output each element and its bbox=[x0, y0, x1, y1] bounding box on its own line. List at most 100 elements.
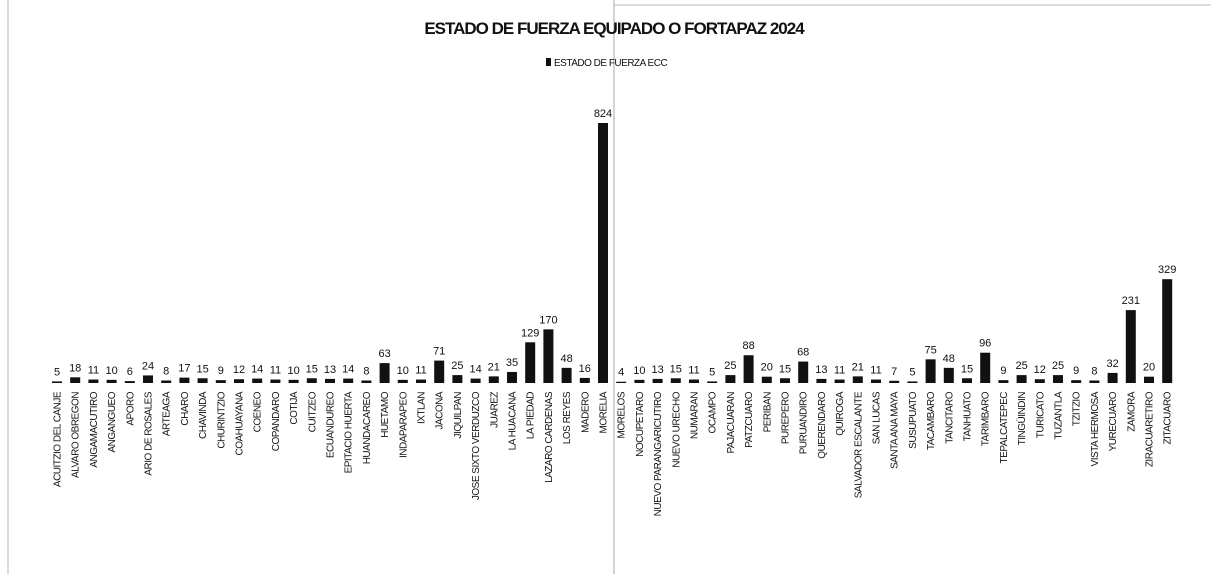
bar bbox=[488, 376, 499, 383]
data-label: 9 bbox=[1000, 365, 1006, 377]
data-label: 10 bbox=[287, 365, 299, 377]
data-label: 25 bbox=[1052, 360, 1064, 372]
bar bbox=[197, 378, 208, 383]
x-tick-label: PATZCUARO bbox=[744, 391, 755, 447]
x-tick-label: PUREPERO bbox=[781, 391, 792, 444]
bar bbox=[634, 379, 645, 383]
data-label: 13 bbox=[324, 364, 336, 376]
bar bbox=[1144, 376, 1154, 383]
x-tick-label: YURECUARO bbox=[1108, 391, 1119, 451]
data-label: 68 bbox=[797, 347, 809, 359]
x-tick-label: COPANDARO bbox=[271, 391, 282, 451]
x-tick-label: JIQUILPAN bbox=[453, 392, 464, 439]
data-label: 12 bbox=[233, 364, 245, 376]
bar bbox=[88, 379, 99, 383]
data-label: 8 bbox=[163, 365, 169, 377]
x-tick-label: TEPALCATEPEC bbox=[999, 392, 1010, 464]
bar bbox=[270, 379, 281, 383]
x-tick-label: TZITZIO bbox=[1072, 391, 1083, 426]
x-tick-label: SALVADOR ESCALANTE bbox=[853, 391, 864, 498]
data-label: 9 bbox=[218, 365, 224, 377]
bar bbox=[998, 380, 1009, 383]
bar bbox=[798, 361, 809, 383]
bar bbox=[1162, 279, 1173, 383]
data-label: 88 bbox=[742, 340, 754, 352]
x-tick-label: ANGAMACUTIRO bbox=[89, 391, 100, 467]
x-tick-label: TUZANTLA bbox=[1054, 391, 1065, 440]
bar bbox=[598, 123, 608, 383]
bar bbox=[525, 342, 536, 383]
legend-swatch bbox=[546, 58, 551, 66]
data-label: 824 bbox=[594, 108, 612, 120]
bar bbox=[507, 371, 517, 383]
x-tick-label: ANGANGUEO bbox=[107, 391, 118, 452]
x-tick-label: TINGÜINDIN bbox=[1016, 392, 1028, 446]
x-tick-label: ARIO DE ROSALES bbox=[144, 391, 155, 475]
data-label: 12 bbox=[1034, 364, 1046, 376]
bar bbox=[1016, 375, 1027, 383]
data-label: 13 bbox=[651, 364, 663, 376]
data-label: 8 bbox=[1091, 365, 1097, 377]
data-label: 11 bbox=[870, 365, 881, 377]
bar bbox=[816, 378, 827, 383]
data-label: 18 bbox=[69, 362, 81, 374]
x-tick-label: PAJACUARAN bbox=[726, 392, 737, 454]
data-label: 4 bbox=[618, 367, 624, 379]
bar bbox=[215, 380, 226, 383]
x-tick-label: PURUANDIRO bbox=[799, 391, 810, 454]
x-tick-label: MADERO bbox=[580, 391, 591, 433]
bar bbox=[1107, 372, 1118, 383]
x-tick-label: CHARO bbox=[180, 391, 191, 425]
bar bbox=[143, 375, 153, 383]
bar bbox=[306, 378, 317, 383]
bar bbox=[852, 376, 863, 383]
data-label: 5 bbox=[54, 366, 60, 378]
bar bbox=[980, 352, 991, 383]
x-tick-label: APORO bbox=[125, 391, 136, 425]
data-label: 35 bbox=[506, 357, 518, 369]
bar bbox=[579, 377, 590, 383]
bar bbox=[652, 378, 663, 383]
data-label: 15 bbox=[779, 363, 791, 375]
data-label: 15 bbox=[670, 363, 682, 375]
x-tick-label: ZITACUARO bbox=[1163, 391, 1174, 444]
x-tick-label: IXTLAN bbox=[417, 392, 428, 424]
legend-label: ESTADO DE FUERZA ECC bbox=[554, 58, 667, 69]
x-tick-label: NOCUPETARO bbox=[635, 391, 646, 457]
x-tick-label: LAZARO CARDENAS bbox=[544, 391, 555, 483]
x-tick-label: NUEVO URECHO bbox=[671, 391, 682, 467]
bar bbox=[361, 380, 372, 383]
data-label: 48 bbox=[560, 353, 572, 365]
bar bbox=[780, 378, 790, 383]
bar bbox=[106, 379, 117, 383]
data-label: 8 bbox=[363, 365, 369, 377]
bar bbox=[325, 378, 335, 383]
x-tick-label: QUERENDARO bbox=[817, 391, 828, 458]
data-label: 14 bbox=[251, 364, 263, 376]
data-label: 5 bbox=[709, 366, 715, 378]
x-tick-label: ALVARO OBREGON bbox=[71, 392, 82, 478]
x-tick-label: SAN LUCAS bbox=[872, 391, 883, 444]
data-label: 48 bbox=[943, 353, 955, 365]
x-tick-label: PERIBAN bbox=[762, 392, 773, 433]
x-tick-label: TURICATO bbox=[1035, 391, 1046, 438]
data-label: 21 bbox=[852, 361, 864, 373]
x-tick-label: TANCITARO bbox=[944, 391, 955, 444]
x-tick-label: COAHUAYANA bbox=[235, 391, 246, 455]
x-tick-label: ARTEAGA bbox=[162, 391, 173, 436]
data-label: 14 bbox=[342, 364, 354, 376]
data-label: 25 bbox=[451, 360, 463, 372]
bar bbox=[925, 359, 936, 383]
bar bbox=[1071, 380, 1082, 383]
data-label: 63 bbox=[378, 348, 390, 360]
x-tick-label: JACONA bbox=[435, 391, 446, 429]
x-tick-label: ZAMORA bbox=[1126, 391, 1137, 432]
bar bbox=[889, 380, 900, 383]
bar bbox=[689, 379, 699, 383]
data-label: 75 bbox=[924, 344, 936, 356]
x-tick-label: CHAVINDA bbox=[198, 391, 209, 439]
data-label: 20 bbox=[761, 362, 773, 374]
data-label: 7 bbox=[891, 366, 897, 378]
data-label: 32 bbox=[1106, 358, 1118, 370]
